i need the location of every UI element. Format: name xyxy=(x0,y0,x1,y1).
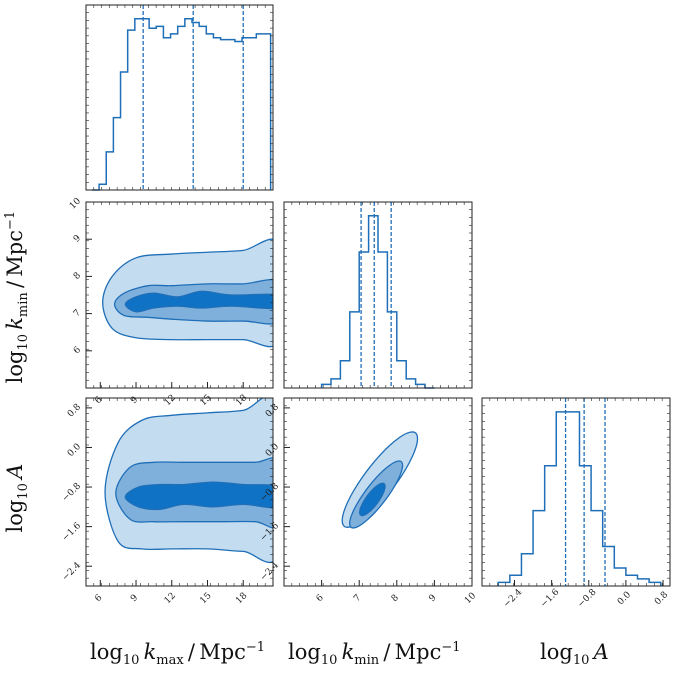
A-vs-kmax-contours xyxy=(104,398,273,564)
A-vs-kmax-xtick-label: 18 xyxy=(234,591,249,606)
kmax-marginal-frame xyxy=(85,4,274,191)
A-vs-kmin-xtick-label: 10 xyxy=(463,591,478,606)
xlabel-kmax: log10 kmax / Mpc−1 xyxy=(90,640,266,669)
A-vs-kmin-minor-ticks xyxy=(284,398,472,586)
A-marginal-xtick-label: −0.8 xyxy=(576,587,599,610)
ylabel-kmin: log10 kmin / Mpc−1 xyxy=(2,210,32,384)
kmin-vs-kmax-xtick-label: 9 xyxy=(129,395,140,406)
kmin-marginal-minor-ticks xyxy=(284,202,472,388)
kmin-vs-kmax-ytick-label: 7 xyxy=(72,308,83,319)
A-vs-kmax-contour-inner xyxy=(124,481,273,511)
A-marginal-xtick-label: −1.6 xyxy=(539,587,562,610)
xlabel-A: log10 A xyxy=(540,640,609,669)
A-marginal-frame xyxy=(481,397,671,587)
kmax-marginal-minor-ticks xyxy=(86,5,273,190)
A-vs-kmax-xtick-label: 9 xyxy=(129,593,140,604)
A-marginal-histogram-line xyxy=(497,411,662,586)
kmax-marginal-histogram-line xyxy=(91,17,272,191)
A-vs-kmax-xtick-label: 6 xyxy=(93,593,104,604)
kmin-vs-kmax-ytick-label: 10 xyxy=(68,196,83,211)
kmin-vs-kmax-contour-inner xyxy=(124,290,273,313)
A-vs-kmin-contour-inner xyxy=(358,482,386,517)
A-vs-kmax-ytick-label: −1.6 xyxy=(61,521,84,544)
A-vs-kmin-xtick-label: 8 xyxy=(390,593,401,604)
A-vs-kmax-ytick-label: 0.0 xyxy=(66,442,83,459)
A-vs-kmin-xtick-label: 9 xyxy=(427,593,438,604)
A-vs-kmax-xtick-label: 15 xyxy=(198,591,213,606)
A-vs-kmin-xtick-label: 7 xyxy=(352,593,363,604)
A-marginal-minor-ticks xyxy=(482,398,670,586)
A-marginal-xtick-label: 0.0 xyxy=(616,590,633,607)
kmin-vs-kmax-xtick-label: 12 xyxy=(163,393,178,408)
A-vs-kmin-ytick-label: −2.4 xyxy=(259,560,282,583)
A-vs-kmin-xtick-label: 6 xyxy=(315,593,326,604)
kmin-vs-kmax-xtick-label: 15 xyxy=(198,393,213,408)
kmin-marginal-histogram-line xyxy=(320,215,435,389)
kmin-vs-kmax-contours xyxy=(102,238,273,348)
A-vs-kmax-xtick-label: 12 xyxy=(163,591,178,606)
A-vs-kmax-ytick-label: 0.8 xyxy=(66,402,83,419)
kmin-vs-kmax-xtick-label: 6 xyxy=(93,395,104,406)
A-marginal-xtick-label: −2.4 xyxy=(502,587,525,610)
xlabel-kmin: log10 kmin / Mpc−1 xyxy=(288,640,461,669)
A-marginal-xtick-label: 0.8 xyxy=(653,590,670,607)
kmin-vs-kmax-minor-ticks xyxy=(86,202,273,388)
kmin-vs-kmax-ytick-label: 8 xyxy=(72,271,83,282)
kmin-vs-kmax-ytick-label: 9 xyxy=(72,233,83,244)
A-vs-kmax-ytick-label: −2.4 xyxy=(61,560,84,583)
ylabel-A: log10 A xyxy=(2,463,32,533)
A-vs-kmax-ytick-label: −0.8 xyxy=(61,481,84,504)
kmin-vs-kmax-ytick-label: 6 xyxy=(72,345,83,356)
